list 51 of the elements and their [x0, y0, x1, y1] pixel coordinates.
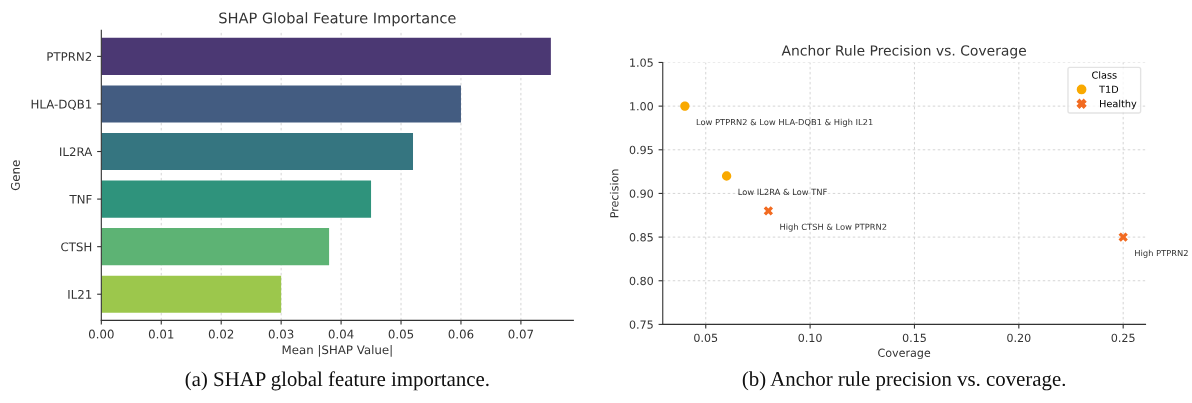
- x-axis-title: Mean |SHAP Value|: [282, 345, 392, 357]
- x-axis-title: Coverage: [878, 348, 931, 360]
- annotation: Low IL2RA & Low TNF: [738, 188, 827, 196]
- y-tick-label: HLA-DQB1: [31, 99, 92, 110]
- y-tick-label: 0.75: [629, 320, 653, 329]
- legend-label: Healthy: [1100, 99, 1137, 110]
- x-tick-label: 0.10: [798, 333, 822, 343]
- text: (b) Anchor rule precision vs. coverage.: [742, 371, 1066, 391]
- chart-title: Anchor Rule Precision vs. Coverage: [781, 44, 1026, 59]
- x-tick-label: 0.03: [268, 329, 294, 339]
- point: [721, 171, 732, 181]
- y-tick-label: IL2RA: [60, 147, 93, 157]
- bar: [101, 37, 551, 75]
- point: [1118, 232, 1128, 242]
- legend-label: T1D: [1099, 85, 1119, 93]
- point: [763, 206, 774, 216]
- y-tick-label: 0.80: [629, 276, 653, 286]
- x-tick-label: 0.07: [508, 329, 534, 339]
- point: [680, 101, 690, 111]
- x-tick-label: 0.05: [388, 329, 414, 339]
- x-tick-label: 0.00: [88, 329, 114, 339]
- x-tick-label: 0.06: [448, 329, 474, 339]
- bar: [101, 132, 414, 171]
- x-tick-label: 0.05: [694, 333, 718, 343]
- x-tick-label: 0.04: [328, 329, 354, 339]
- y-tick-label: 1.05: [630, 58, 653, 67]
- y-tick-label: CTSH: [61, 242, 92, 252]
- y-tick-label: 1.00: [630, 102, 653, 111]
- x-tick-label: 0.25: [1111, 333, 1135, 343]
- y-tick-label: PTPRN2: [47, 52, 92, 61]
- bar: [101, 228, 330, 266]
- y-tick-label: 0.95: [629, 145, 653, 155]
- annotation: High PTPRN2: [1135, 249, 1188, 258]
- x-tick-label: 0.02: [208, 329, 234, 339]
- annotation: High CTSH & Low PTPRN2: [780, 223, 887, 232]
- x-tick-label: 0.01: [148, 329, 174, 339]
- bar: [101, 275, 282, 313]
- y-axis-title: Gene: [10, 160, 20, 191]
- chart-title: SHAP Global Feature Importance: [219, 12, 456, 27]
- annotation: Low PTPRN2 & Low HLA-DQB1 & High IL21: [696, 118, 873, 127]
- y-tick-label: 0.90: [629, 189, 653, 198]
- legend-title: Class: [1092, 71, 1117, 79]
- x-tick-label: 0.15: [902, 333, 926, 343]
- y-tick-label: TNF: [69, 194, 92, 204]
- x-tick-label: 0.20: [1007, 333, 1031, 343]
- y-tick-label: IL21: [68, 289, 92, 299]
- bar: [101, 85, 461, 123]
- y-tick-label: 0.85: [629, 233, 653, 242]
- text: (a) SHAP global feature importance.: [185, 371, 489, 391]
- y-axis-title: Precision: [609, 169, 619, 218]
- bar: [101, 180, 372, 218]
